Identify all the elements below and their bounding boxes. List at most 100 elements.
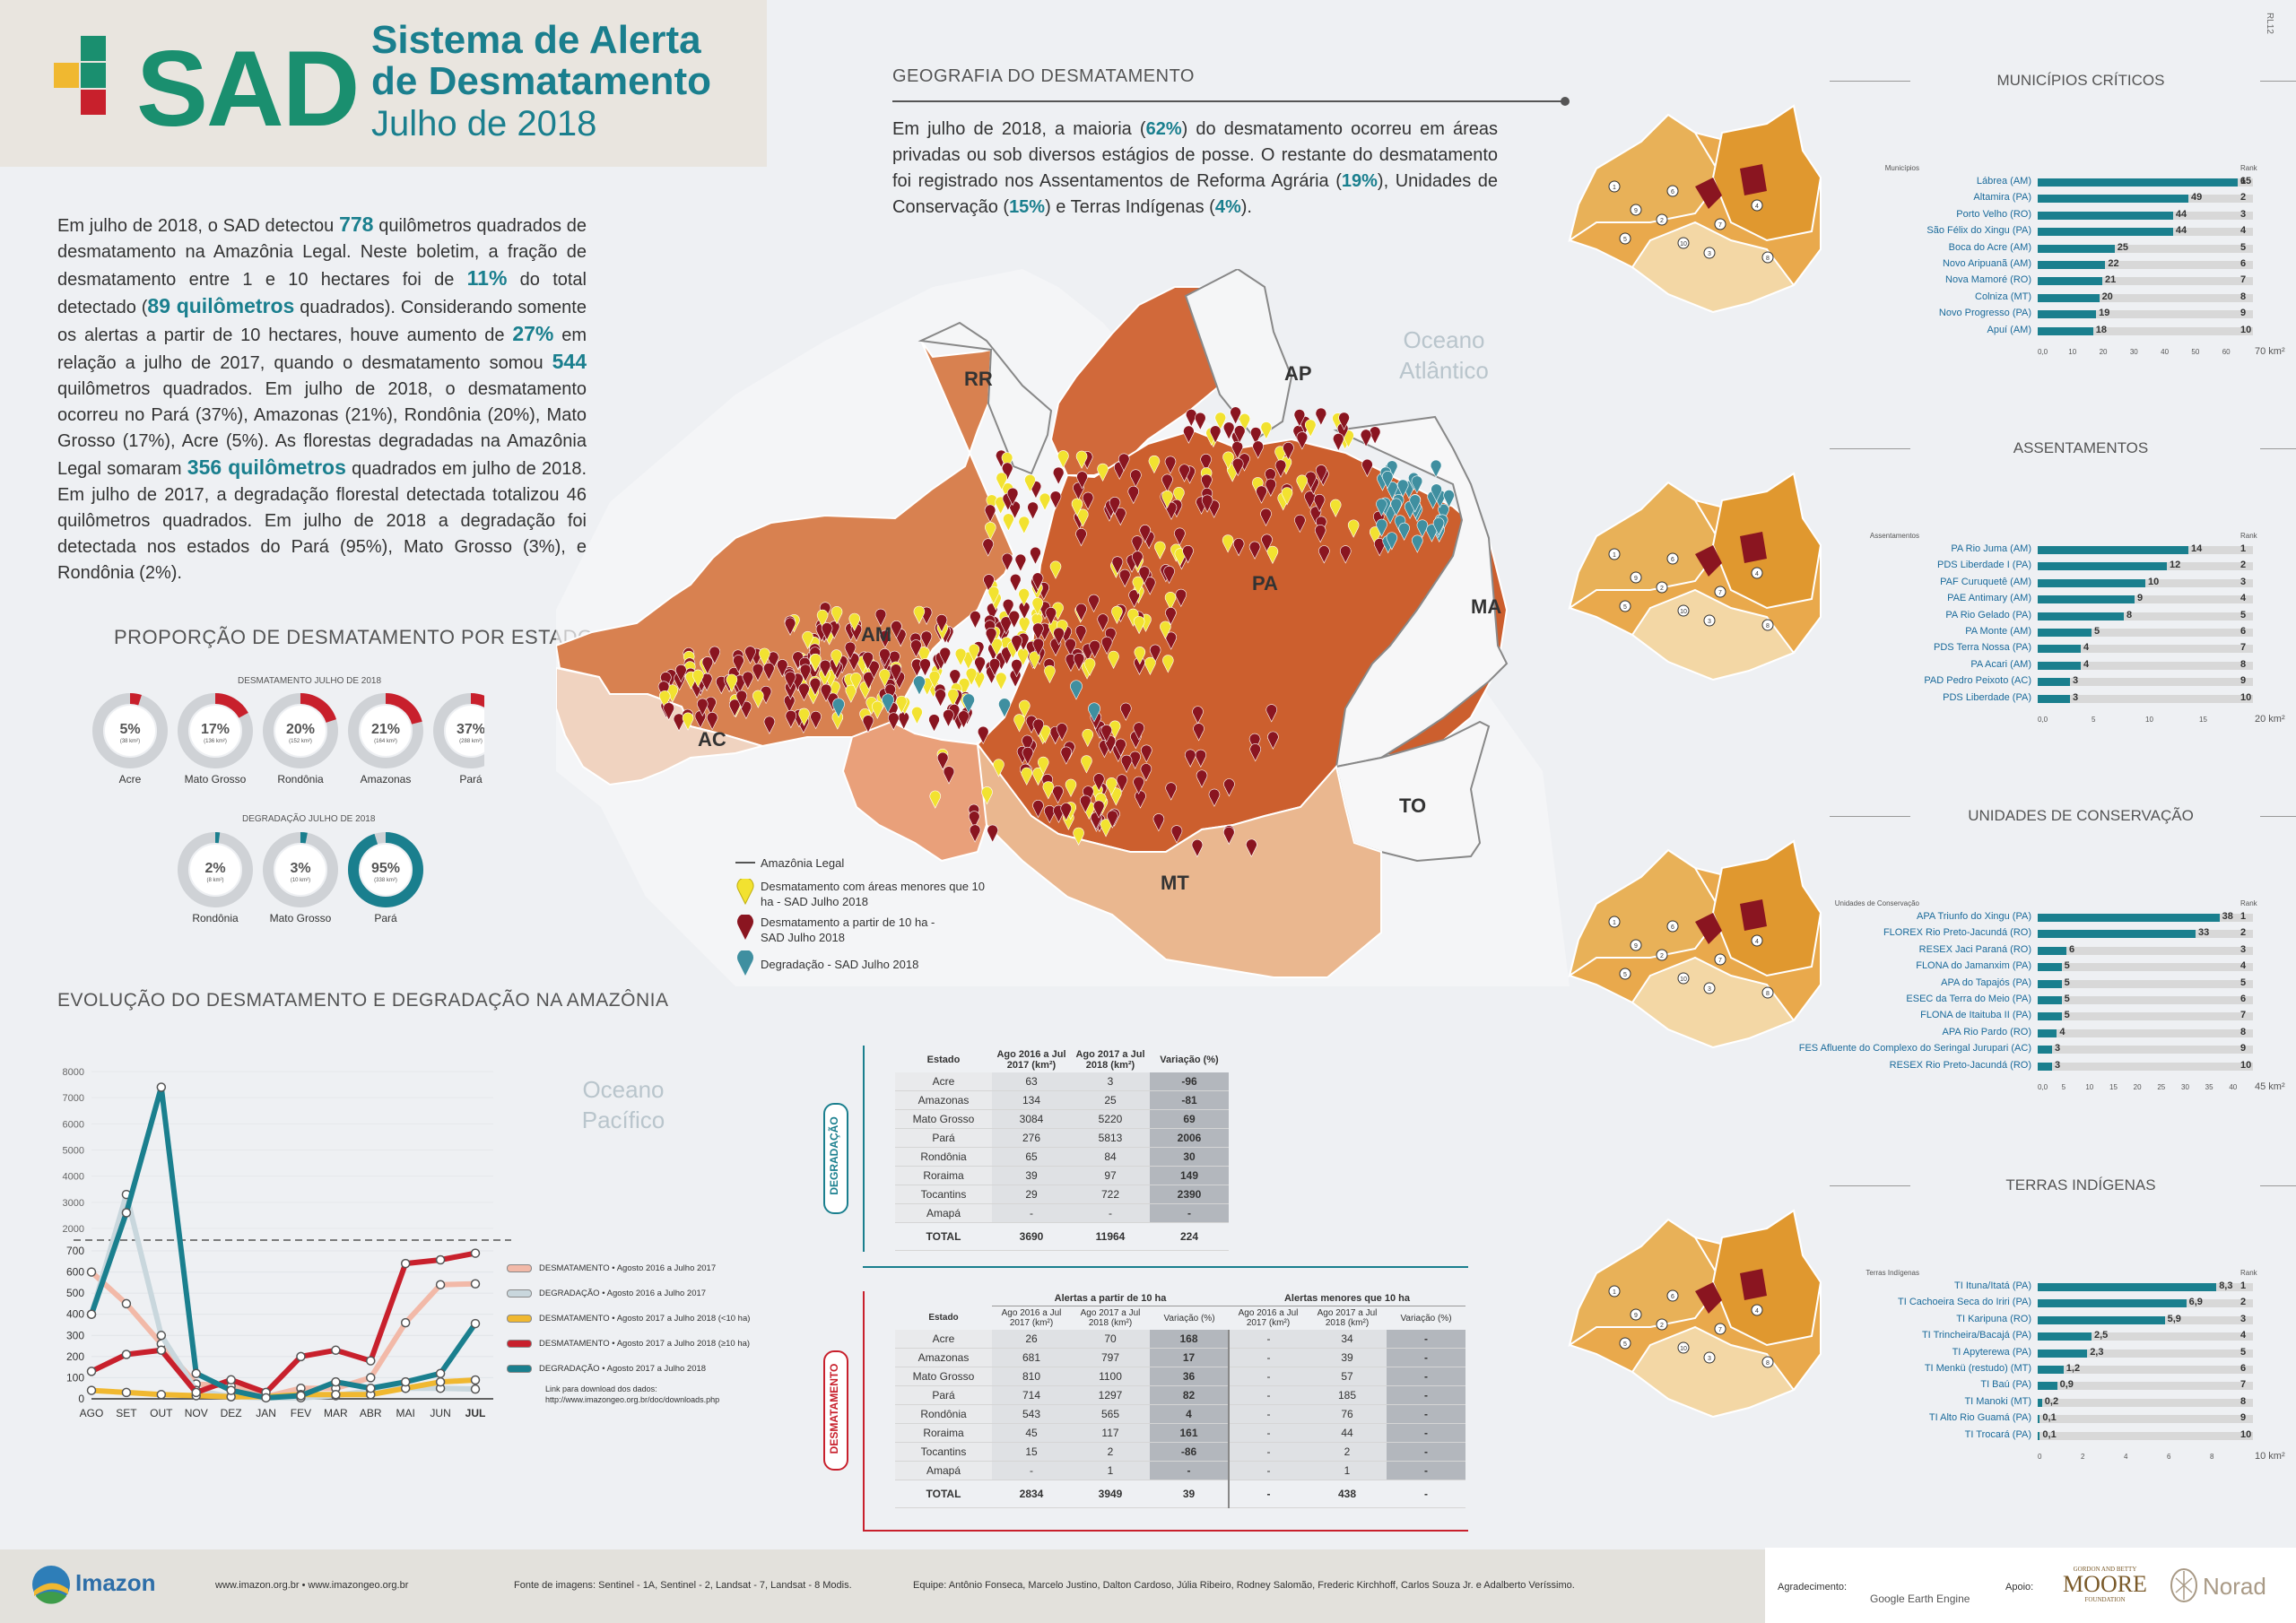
donut-pct: 5% — [119, 722, 140, 737]
alert-pin-icon — [1411, 475, 1423, 494]
table-cell: Mato Grosso — [895, 1367, 992, 1386]
alert-pin-icon — [1252, 477, 1264, 496]
ranking-item-label: TI Menkü (restudo) (MT) — [1924, 1363, 2031, 1374]
data-point — [121, 1387, 132, 1398]
alert-pin-icon — [1170, 825, 1183, 844]
donut-desm-0: 5% (38 km²) Acre — [92, 693, 168, 785]
ranking-bar — [2038, 1398, 2042, 1407]
table-cell: 44 — [1308, 1423, 1387, 1443]
table-cell: 3 — [1071, 1072, 1150, 1091]
ranking-rank: 8 — [2240, 1395, 2247, 1407]
footer-sites[interactable]: www.imazon.org.br • www.imazongeo.org.br — [215, 1580, 409, 1591]
table-cell: 565 — [1071, 1404, 1150, 1424]
alert-pin-icon — [1274, 459, 1287, 478]
table-cell: 76 — [1308, 1404, 1387, 1424]
ranking-rank: 5 — [2240, 609, 2247, 621]
title-rule-right — [2260, 1185, 2296, 1186]
table-cell: - — [992, 1461, 1071, 1480]
ranking-value: 65 — [2239, 176, 2252, 187]
red-pin-icon — [737, 915, 753, 940]
alert-pin-icon — [1162, 655, 1174, 673]
ranking-item-label: PA Rio Juma (AM) — [1951, 543, 2031, 554]
alert-pin-icon — [889, 650, 900, 670]
table-cell: 2006 — [1150, 1128, 1229, 1148]
ranking-rank: 1 — [2240, 543, 2247, 554]
alert-pin-icon — [726, 673, 738, 692]
title-rule-right — [2260, 448, 2296, 449]
ranking-tick: 40 — [2161, 348, 2170, 356]
rank-marker — [1619, 232, 1631, 245]
alert-pin-icon — [1376, 498, 1387, 517]
rank-marker-label: 9 — [1634, 208, 1638, 214]
alert-pin-icon — [1396, 479, 1409, 498]
ranking-item-label: FLONA de Itaituba II (PA) — [1920, 1010, 2031, 1021]
ranking-unit: 20 km² — [2255, 714, 2285, 725]
ranking-tick: 30 — [2129, 348, 2138, 356]
ranking-item-label: TI Alto Rio Guamá (PA) — [1928, 1412, 2031, 1424]
alert-pin-icon — [874, 608, 887, 628]
table-cell: Tocantins — [895, 1185, 992, 1204]
table-cell: 134 — [992, 1090, 1071, 1110]
table-row: Mato Grosso 810 1100 36-57- — [895, 1367, 1465, 1386]
ranking-rank: 8 — [2240, 658, 2247, 670]
table-cell: 39 — [1150, 1480, 1229, 1508]
ranking-value: 5,9 — [2167, 1313, 2181, 1324]
rank-marker — [1714, 218, 1726, 230]
rank-marker-label: 3 — [1708, 986, 1711, 993]
ranking-value: 33 — [2198, 927, 2210, 939]
ranking-value: 4 — [2083, 658, 2090, 670]
ranking-bar-bg — [2038, 244, 2253, 253]
ranking-value: 44 — [2175, 225, 2187, 237]
ranking-rank: 3 — [2240, 208, 2247, 220]
y-tick-label: 6000 — [63, 1119, 84, 1130]
alert-pin-icon — [1032, 622, 1044, 641]
rank-marker-label: 4 — [1755, 571, 1759, 577]
alert-pin-icon — [1130, 469, 1142, 488]
table-cell: 3690 — [992, 1222, 1071, 1251]
hotspot-shape — [1695, 164, 1767, 209]
ranking-unit: 70 km² — [2255, 346, 2285, 357]
table-row: Acre 63 3 -96 — [895, 1072, 1229, 1091]
ranking-item-label: PA Monte (AM) — [1965, 626, 2031, 637]
data-point — [156, 1082, 167, 1092]
ranking-bar — [2038, 930, 2196, 939]
alert-pin-icon — [1032, 718, 1045, 737]
alert-pin-icon — [1083, 657, 1096, 677]
ranking-item-label: PA Acari (AM) — [1970, 658, 2031, 670]
alert-pin-icon — [991, 638, 1003, 657]
alert-pin-icon — [928, 714, 940, 733]
ranking-item-label: Novo Aripuanã (AM) — [1942, 258, 2031, 269]
download-link[interactable]: http://www.imazongeo.org.br/doc/download… — [545, 1395, 720, 1404]
alert-pin-icon — [1032, 800, 1044, 819]
ranking-bar-bg — [2038, 678, 2253, 687]
alert-pin-icon — [1231, 457, 1244, 477]
ranking-value: 5 — [2064, 994, 2070, 1004]
rank-marker-label: 8 — [1766, 991, 1770, 997]
rank-marker-label: 1 — [1613, 552, 1616, 559]
rank-marker-label: 9 — [1634, 1313, 1638, 1319]
rank-marker-label: 10 — [1680, 241, 1687, 247]
table-cell: - — [1387, 1385, 1465, 1405]
ranking-col-label: Municípios — [1884, 164, 1919, 172]
ranking-value: 3 — [2073, 691, 2079, 703]
table-row: TOTAL 3690 11964 224 — [895, 1222, 1229, 1251]
alert-pin-icon — [1201, 473, 1213, 493]
alert-pin-icon — [1018, 516, 1031, 534]
rank-marker-label: 1 — [1613, 1289, 1616, 1296]
alert-pin-icon — [1065, 778, 1077, 797]
alert-pin-icon — [1018, 588, 1030, 607]
alert-pin-icon — [1104, 627, 1117, 647]
alert-pin-icon — [657, 681, 670, 699]
rank-marker-label: 1 — [1613, 920, 1616, 926]
table-cell: 63 — [992, 1072, 1071, 1091]
ranking-value: 8,3 — [2219, 1280, 2233, 1291]
rank-marker-label: 7 — [1718, 222, 1722, 229]
table-cell: Acre — [895, 1072, 992, 1091]
alert-pin-icon — [798, 707, 810, 726]
alert-pin-icon — [1065, 638, 1076, 657]
ranking-value: 3 — [2073, 675, 2079, 687]
label-mt: MT — [1161, 872, 1189, 894]
donut-state: Pará — [459, 773, 483, 785]
ranking-item-label: TI Cachoeira Seca do Iriri (PA) — [1898, 1297, 2031, 1308]
alert-pin-icon — [949, 669, 961, 688]
